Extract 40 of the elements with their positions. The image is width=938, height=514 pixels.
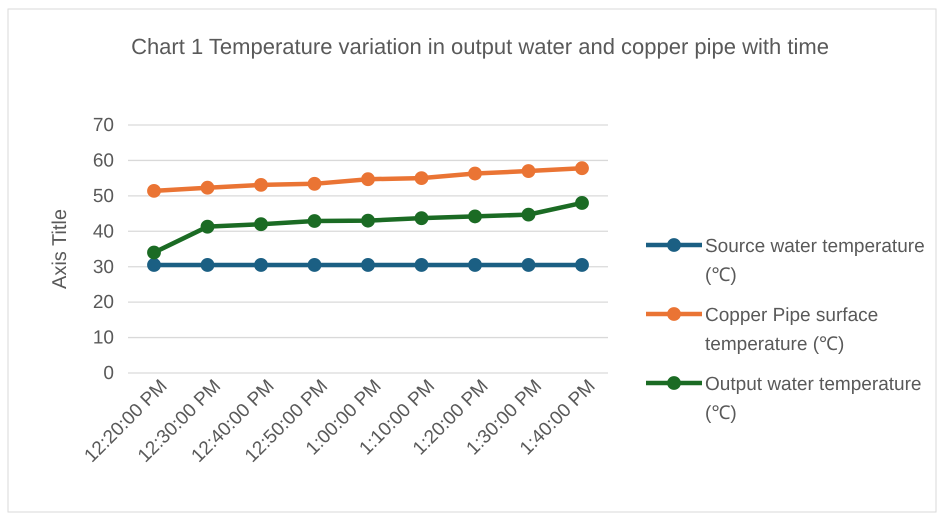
point — [575, 196, 589, 210]
point — [308, 176, 322, 191]
point — [414, 211, 428, 226]
point — [575, 258, 589, 272]
point — [254, 258, 268, 272]
y-tick-label: 0 — [103, 363, 114, 384]
point — [147, 258, 161, 272]
legend-label: Copper Pipe surface temperature (℃) — [705, 305, 878, 355]
point — [200, 258, 214, 272]
legend-label: Output water temperature (℃) — [705, 374, 922, 424]
point — [414, 258, 428, 272]
point — [361, 172, 375, 186]
point — [254, 217, 268, 232]
point — [361, 214, 375, 228]
point — [468, 210, 482, 224]
y-tick-label: 50 — [92, 186, 114, 207]
point — [147, 246, 161, 260]
point — [200, 180, 214, 195]
point — [468, 258, 482, 272]
chart-title: Chart 1 Temperature variation in output water and copper pipe with time — [131, 34, 829, 59]
y-tick-label: 10 — [92, 328, 114, 349]
point — [308, 214, 322, 228]
point — [254, 178, 268, 192]
point — [468, 166, 482, 180]
point — [200, 220, 214, 234]
point — [414, 171, 428, 186]
y-tick-label: 60 — [92, 150, 114, 172]
point — [522, 164, 536, 178]
point — [522, 258, 536, 272]
y-tick-label: 20 — [92, 292, 114, 314]
legend-label: Source water temperature (℃) — [705, 236, 925, 286]
y-tick-label: 30 — [92, 256, 114, 278]
point — [147, 184, 161, 198]
point — [522, 208, 536, 222]
y-tick-label: 40 — [92, 221, 114, 242]
y-axis-title: Axis Title — [49, 208, 71, 290]
y-tick-label: 70 — [92, 115, 114, 136]
point — [575, 161, 589, 176]
point — [361, 258, 375, 272]
point — [308, 258, 322, 272]
